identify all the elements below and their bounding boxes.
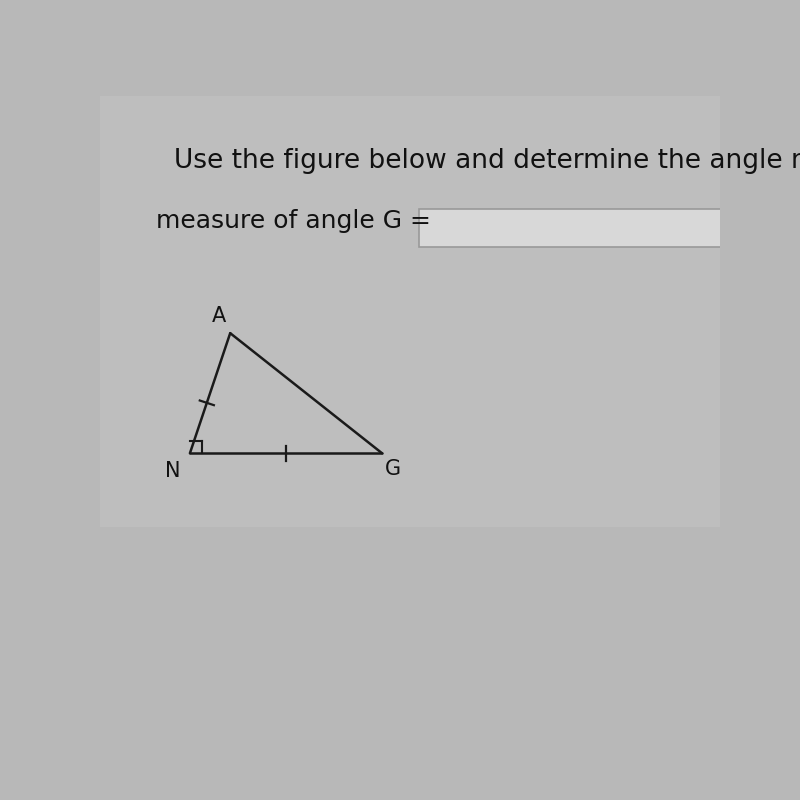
Text: A: A xyxy=(212,306,226,326)
Text: N: N xyxy=(165,461,180,481)
FancyBboxPatch shape xyxy=(419,209,791,247)
Text: G: G xyxy=(385,458,402,478)
Text: Use the figure below and determine the angle m: Use the figure below and determine the a… xyxy=(174,148,800,174)
Text: measure of angle G =: measure of angle G = xyxy=(156,209,430,233)
FancyBboxPatch shape xyxy=(100,96,720,527)
